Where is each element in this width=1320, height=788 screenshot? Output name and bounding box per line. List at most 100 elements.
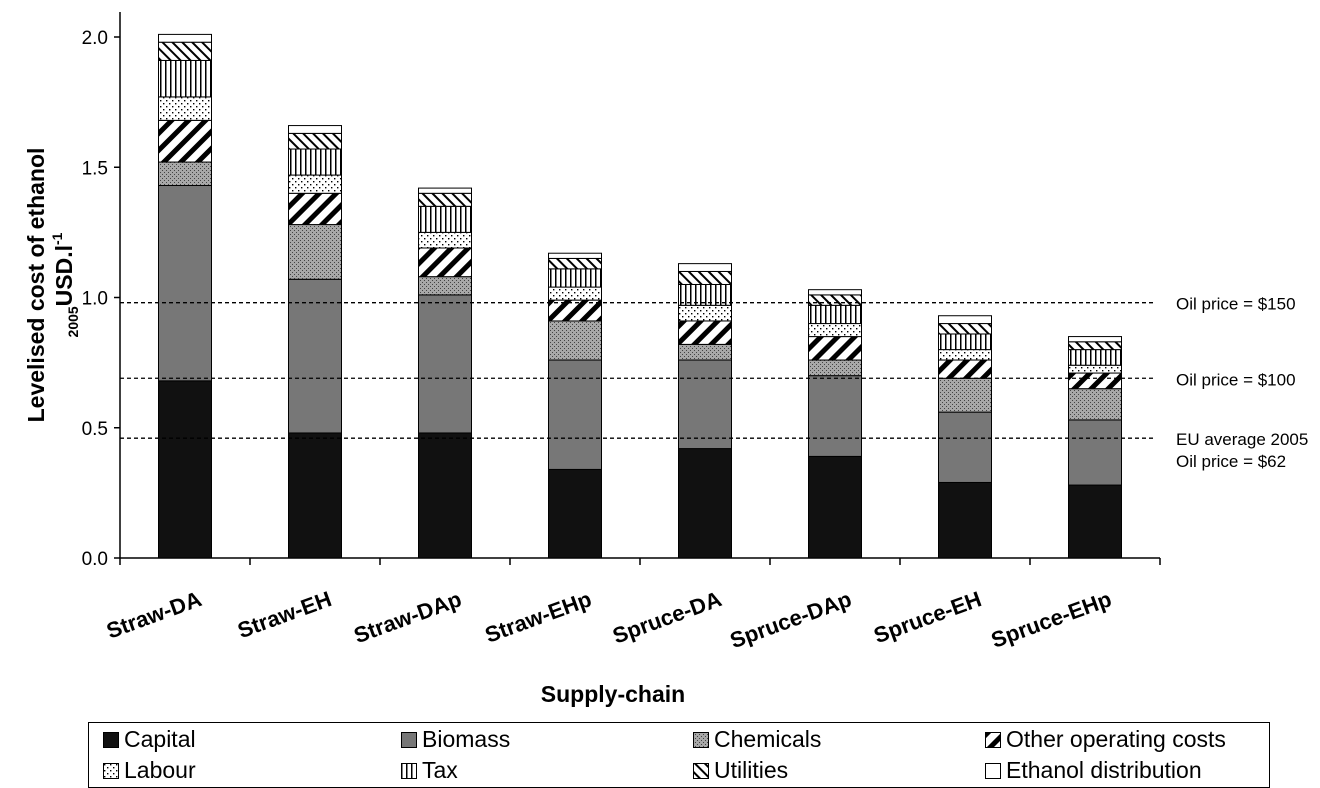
y-axis-unit-main: USD.l (51, 245, 77, 306)
bar-segment-chemicals (808, 359, 862, 377)
bar-segment-capital (548, 468, 602, 559)
bar-segment-ethanol-distribution (938, 315, 992, 325)
bar-segment-utilities (288, 132, 342, 150)
x-axis-title: Supply-chain (541, 681, 685, 707)
x-tick-label: Straw-EHp (482, 586, 595, 648)
bar-segment-biomass (418, 294, 472, 434)
bar-segment-labour (678, 304, 732, 322)
legend-label: Other operating costs (1006, 726, 1226, 752)
bar-segment-other-operating-costs (938, 359, 992, 379)
bar-segment-biomass (1068, 419, 1122, 486)
y-axis-title-main: Levelised cost of ethanol (23, 148, 49, 423)
legend-swatch (693, 762, 709, 779)
reference-lines: Oil price = $150 Oil price = $100 EU avera… (120, 295, 1308, 471)
reference-line-label: Oil price = $62 (1176, 452, 1286, 471)
bar-segment-chemicals (288, 224, 342, 280)
bar-segment-utilities (938, 323, 992, 335)
bar-segment-other-operating-costs (808, 336, 862, 361)
axes: 0.0 0.5 1.0 1.5 2.0 (82, 12, 1161, 570)
bar-segment-capital (938, 481, 992, 559)
x-tick-label: Spruce-DAp (727, 586, 855, 653)
y-axis-title: Levelised cost of ethanol (23, 148, 49, 423)
bar-segment-labour (418, 231, 472, 249)
bar-segment-chemicals (418, 276, 472, 296)
bar-segment-other-operating-costs (418, 247, 472, 278)
bar-segment-labour (938, 349, 992, 361)
legend-item-chemicals: Chemicals (693, 726, 821, 753)
legend-label: Ethanol distribution (1006, 757, 1202, 783)
bar-segment-utilities (158, 41, 212, 61)
bar-segment-ethanol-distribution (418, 187, 472, 194)
bar-segment-tax (938, 333, 992, 351)
legend-label: Capital (124, 726, 196, 752)
x-tick-label: Straw-DAp (350, 586, 464, 648)
bar-segment-utilities (418, 192, 472, 207)
legend-item-ethanol-distribution: Ethanol distribution (985, 757, 1202, 784)
bar-segment-biomass (158, 184, 212, 382)
bar-segment-utilities (1068, 341, 1122, 351)
x-tick-label: Spruce-DA (609, 586, 724, 648)
bar-segment-labour (808, 323, 862, 338)
y-tick-label: 1.5 (82, 158, 108, 179)
bar-segment-chemicals (678, 343, 732, 361)
bars (158, 33, 1122, 559)
bar-segment-biomass (808, 375, 862, 457)
reference-line-label: Oil price = $150 (1176, 295, 1296, 314)
legend-swatch (985, 762, 1001, 779)
bar-segment-capital (1068, 484, 1122, 559)
bar-segment-tax (548, 268, 602, 288)
bar-segment-chemicals (1068, 388, 1122, 421)
y-axis-unit-sup: -1 (49, 232, 65, 245)
legend-swatch (103, 731, 119, 748)
legend-swatch (401, 762, 417, 779)
bar-segment-ethanol-distribution (808, 289, 862, 296)
bar-segment-labour (1068, 364, 1122, 374)
x-tick-labels: Straw-DA Straw-EH Straw-DAp Straw-EHp Spruce… (103, 586, 1115, 653)
bar-segment-biomass (938, 411, 992, 483)
bar-segment-tax (418, 205, 472, 233)
legend-swatch (693, 731, 709, 748)
bar-segment-labour (158, 96, 212, 121)
bar-segment-utilities (678, 270, 732, 285)
legend-item-capital: Capital (103, 726, 196, 753)
bar-segment-capital (418, 432, 472, 559)
y-tick-label: 0.5 (82, 419, 108, 440)
bar-segment-capital (288, 432, 342, 559)
bar-segment-ethanol-distribution (548, 252, 602, 259)
legend-label: Tax (422, 757, 458, 783)
bar-segment-capital (678, 448, 732, 559)
legend-label: Chemicals (714, 726, 822, 752)
bar-segment-chemicals (158, 161, 212, 186)
bar-segment-tax (1068, 349, 1122, 366)
bar-segment-labour (548, 286, 602, 301)
bar-segment-utilities (808, 294, 862, 306)
bar-segment-utilities (548, 257, 602, 270)
legend-label: Utilities (714, 757, 789, 783)
x-tick-label: Spruce-EH (870, 586, 984, 648)
reference-line-label: EU average 2005 (1176, 430, 1308, 449)
legend-item-other-operating-costs: Other operating costs (985, 726, 1226, 753)
bar-segment-biomass (678, 359, 732, 450)
y-tick-label: 0.0 (82, 549, 108, 570)
bar-segment-ethanol-distribution (1068, 336, 1122, 343)
bar-segment-ethanol-distribution (158, 33, 212, 43)
bar-segment-biomass (548, 359, 602, 470)
legend-label: Labour (124, 757, 196, 783)
bar-segment-chemicals (548, 320, 602, 361)
y-axis-unit: 2005USD.l-1 (49, 232, 81, 337)
bar-segment-tax (808, 304, 862, 325)
bar-segment-capital (808, 455, 862, 559)
bar-segment-other-operating-costs (1068, 372, 1122, 390)
bar-segment-tax (158, 59, 212, 98)
bar-segment-chemicals (938, 377, 992, 413)
legend: Capital Biomass Chemicals Other operating c… (88, 722, 1270, 788)
x-tick-label: Straw-DA (103, 586, 205, 643)
bar-segment-ethanol-distribution (678, 263, 732, 272)
legend-swatch (985, 731, 1001, 748)
legend-swatch (103, 762, 119, 779)
legend-label: Biomass (422, 726, 511, 752)
y-axis-unit-sub: 2005 (65, 306, 81, 337)
bar-segment-tax (288, 148, 342, 176)
y-tick-label: 2.0 (82, 28, 108, 49)
